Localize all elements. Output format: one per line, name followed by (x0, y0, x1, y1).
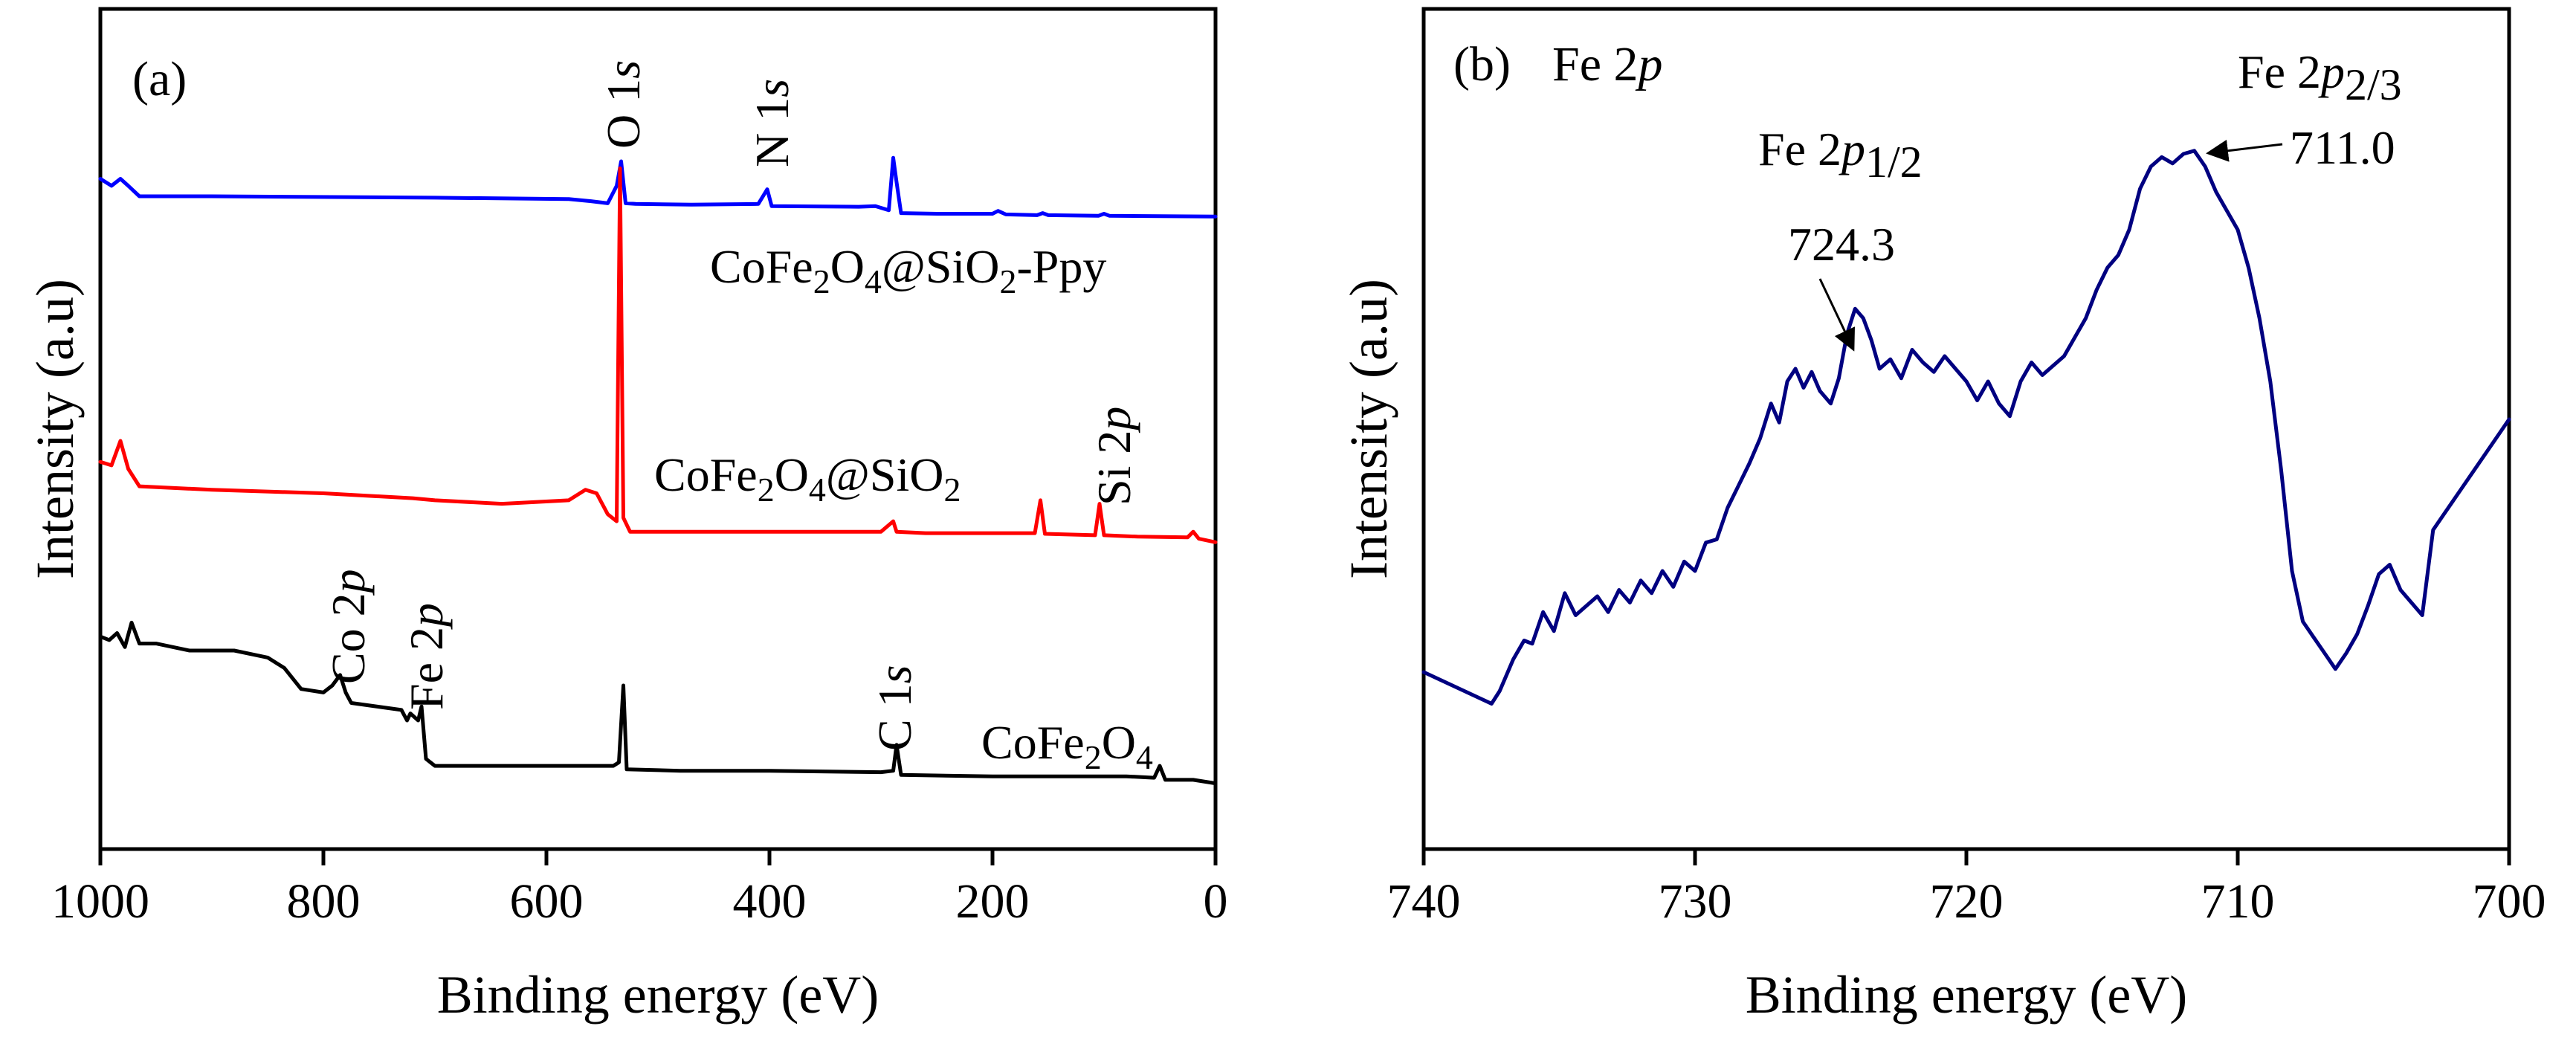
panel-a-x-tick-label-1000: 1000 (51, 874, 149, 929)
series-label-coFe2O4-sio2-ppy: CoFe2O4@SiO2-Ppy (710, 240, 1106, 300)
arrow-fe2p-three (2206, 139, 2283, 162)
peak-label-fe2p-half: Fe 2p1/2 (1758, 123, 1923, 187)
panel-b: 740 730 720 710 700 (b) Fe 2p Binding energy… (1339, 7, 2546, 1025)
panel-b-letter: (b) (1453, 37, 1511, 91)
peak-label-co2p: Co 2p (322, 569, 375, 684)
panel-a-frame (98, 7, 1218, 851)
panel-a-x-tick-label-800: 800 (287, 874, 361, 929)
panel-a-x-tick-label-400: 400 (733, 874, 807, 929)
panel-b-x-tick-label-700: 700 (2473, 874, 2546, 929)
panel-b-series (1421, 149, 2511, 706)
panel-a-series-cofe2o4 (98, 620, 1218, 786)
panel-a: 1000 800 600 400 200 0 (a) Binding energy (eV… (25, 7, 1228, 1025)
peak-label-n1s: N 1s (746, 79, 798, 167)
panel-a-x-axis-label: Binding energy (eV) (437, 965, 879, 1025)
panel-a-x-tick-label-0: 0 (1204, 874, 1228, 929)
series-label-coFe2O4-sio2: CoFe2O4@SiO2 (654, 448, 961, 509)
panel-b-x-tick-label-720: 720 (1930, 874, 2004, 929)
panel-a-x-tick-label-600: 600 (510, 874, 584, 929)
panel-a-letter: (a) (132, 52, 187, 106)
peak-label-o1s: O 1s (597, 60, 650, 149)
panel-b-series-fe-2p (1421, 149, 2511, 706)
panel-a-series (98, 155, 1218, 786)
peak-value-724: 724.3 (1788, 218, 1895, 271)
panel-b-x-tick-label-710: 710 (2201, 874, 2275, 929)
panel-a-x-ticks: 1000 800 600 400 200 0 (51, 849, 1228, 929)
series-label-coFe2O4: CoFe2O4 (981, 716, 1153, 776)
panel-a-series-cofe2o4-sio2-ppy (98, 155, 1218, 219)
panel-b-title: Fe 2p (1552, 37, 1663, 91)
peak-label-fe2p-three: Fe 2p2/3 (2238, 45, 2402, 109)
arrow-fe2p-half (1818, 278, 1855, 352)
panel-a-series-cofe2o4-sio2 (98, 166, 1218, 544)
panel-b-x-axis-label: Binding energy (eV) (1746, 965, 2188, 1025)
panel-b-y-axis-label: Intensity (a.u) (1339, 279, 1398, 579)
panel-a-x-tick-label-200: 200 (956, 874, 1030, 929)
peak-value-711: 711.0 (2290, 121, 2395, 174)
peak-label-si2p: Si 2p (1088, 407, 1140, 506)
peak-label-fe2p: Fe 2p (400, 603, 453, 710)
panel-b-x-tick-label-730: 730 (1659, 874, 1732, 929)
panel-a-y-axis-label: Intensity (a.u) (25, 279, 85, 579)
panel-b-x-ticks: 740 730 720 710 700 (1387, 849, 2546, 929)
panel-b-x-tick-label-740: 740 (1387, 874, 1461, 929)
peak-label-c1s: C 1s (868, 665, 921, 751)
